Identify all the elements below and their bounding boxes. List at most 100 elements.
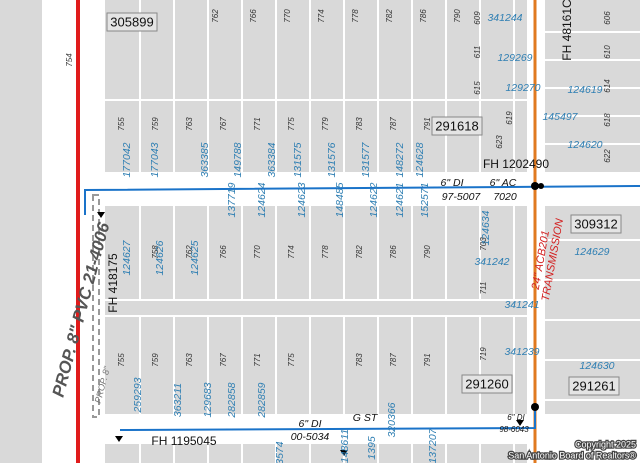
lot-number: 755 — [117, 353, 126, 367]
lot-number: 791 — [423, 353, 432, 366]
account-number: 124624 — [256, 182, 268, 217]
parcel-lines — [105, 0, 640, 463]
account-number: 124620 — [567, 139, 602, 151]
account-number: 131575 — [292, 142, 304, 177]
account-number: 1395 — [366, 436, 378, 460]
lot-number: 618 — [603, 113, 612, 127]
account-number: 152571 — [419, 182, 431, 217]
account-number: 282859 — [256, 382, 268, 418]
lot-number: 609 — [473, 11, 482, 25]
water-main — [119, 407, 536, 431]
parcel-id: 291261 — [572, 378, 615, 393]
account-number: 177042 — [121, 142, 133, 177]
lot-number: 758 — [151, 245, 160, 259]
parcel-id: 309312 — [574, 216, 617, 231]
account-number: 124627 — [121, 239, 133, 275]
account-number: 341239 — [504, 346, 539, 358]
lot-number: 770 — [283, 9, 292, 23]
lot-number: 610 — [603, 45, 612, 59]
copyright: San Antonio Board of Realtors® — [508, 450, 636, 460]
lot-number: 782 — [385, 9, 394, 23]
account-number: 363384 — [266, 142, 278, 177]
hydrant-dots — [97, 182, 544, 456]
account-number: 145497 — [542, 111, 578, 123]
account-number: 131576 — [326, 142, 338, 177]
account-number: 124621 — [394, 182, 406, 217]
account-number: 363211 — [172, 383, 184, 417]
parcel-id: 291618 — [435, 118, 478, 133]
lot-number: 755 — [117, 117, 126, 131]
lot-number: 759 — [151, 353, 160, 367]
pipe-label: 97-5007 — [442, 191, 482, 203]
lot-number: 774 — [317, 9, 326, 23]
account-number: 13574 — [274, 441, 286, 463]
hydrant-label: FH 48161C — [560, 0, 574, 61]
lot-number: 754 — [65, 53, 74, 67]
account-number: 259293 — [132, 377, 144, 413]
parcel-id: 305899 — [110, 14, 153, 29]
account-number: 124622 — [368, 182, 380, 217]
proposed-main — [92, 194, 100, 418]
account-number: 131577 — [360, 141, 372, 177]
pipe-label: 6" DI — [441, 177, 464, 189]
account-number: 124619 — [567, 84, 602, 96]
account-number: 148611 — [339, 429, 351, 463]
lot-number: 619 — [505, 111, 514, 125]
parcel-id: 291260 — [465, 376, 508, 391]
account-number: 124634 — [480, 210, 492, 245]
parcel-id-box — [461, 374, 513, 394]
lot-number: 759 — [151, 117, 160, 131]
lot-number: 767 — [219, 353, 228, 367]
hydrant-label: FH 1202490 — [483, 157, 549, 171]
account-number: 137719 — [226, 182, 238, 217]
account-number: 148485 — [334, 182, 346, 217]
lot-number: 766 — [219, 245, 228, 259]
lot-number: 771 — [253, 117, 262, 130]
lot-number: 606 — [603, 11, 612, 25]
account-number: 148272 — [394, 142, 406, 177]
lot-number: 782 — [355, 245, 364, 259]
lot-number: 615 — [473, 81, 482, 95]
account-number: 129683 — [202, 382, 214, 417]
hydrant-label: FH 1195045 — [151, 434, 216, 448]
lot-number: 783 — [355, 117, 364, 131]
account-number: 341241 — [504, 299, 539, 311]
lot-number: 778 — [321, 245, 330, 259]
lot-number: 719 — [479, 347, 488, 361]
account-number: 124625 — [189, 240, 201, 275]
lot-number: 771 — [253, 353, 262, 366]
account-number: 341244 — [487, 12, 522, 24]
lot-number: 622 — [603, 149, 612, 163]
pipe-label: 6" DI — [507, 413, 525, 422]
account-number: 177043 — [149, 142, 161, 177]
account-number: 124629 — [574, 246, 609, 258]
lot-number: 611 — [473, 46, 482, 59]
lot-number: 786 — [419, 9, 428, 23]
lot-number: 762 — [211, 9, 220, 23]
water-main — [84, 185, 640, 215]
lot-number: 763 — [185, 353, 194, 367]
account-number: 341242 — [474, 256, 509, 268]
lot-number: 787 — [389, 117, 398, 131]
lot-number: 778 — [351, 9, 360, 23]
pipe-label: 6" DI — [299, 418, 322, 430]
account-number: 137207 — [427, 427, 439, 463]
account-number: 124623 — [296, 182, 308, 217]
lot-number: 775 — [287, 117, 296, 131]
lot-number: 703 — [479, 237, 488, 251]
account-number: 124628 — [414, 142, 426, 177]
account-number: 149788 — [232, 142, 244, 177]
lot-number: 790 — [423, 245, 432, 259]
parcel-id-box — [568, 376, 620, 396]
pipe-label: 6" AC — [490, 177, 517, 189]
hydrant-label: FH 418175 — [106, 253, 120, 313]
lot-number: 762 — [185, 245, 194, 259]
lot-number: 790 — [453, 9, 462, 23]
lot-number: 766 — [249, 9, 258, 23]
account-number: 320366 — [386, 402, 398, 437]
parcel-id-box — [431, 116, 483, 136]
lot-number: 711 — [479, 282, 488, 295]
lot-number: 775 — [287, 353, 296, 367]
lot-number: 786 — [389, 245, 398, 259]
lot-number: 791 — [423, 117, 432, 130]
